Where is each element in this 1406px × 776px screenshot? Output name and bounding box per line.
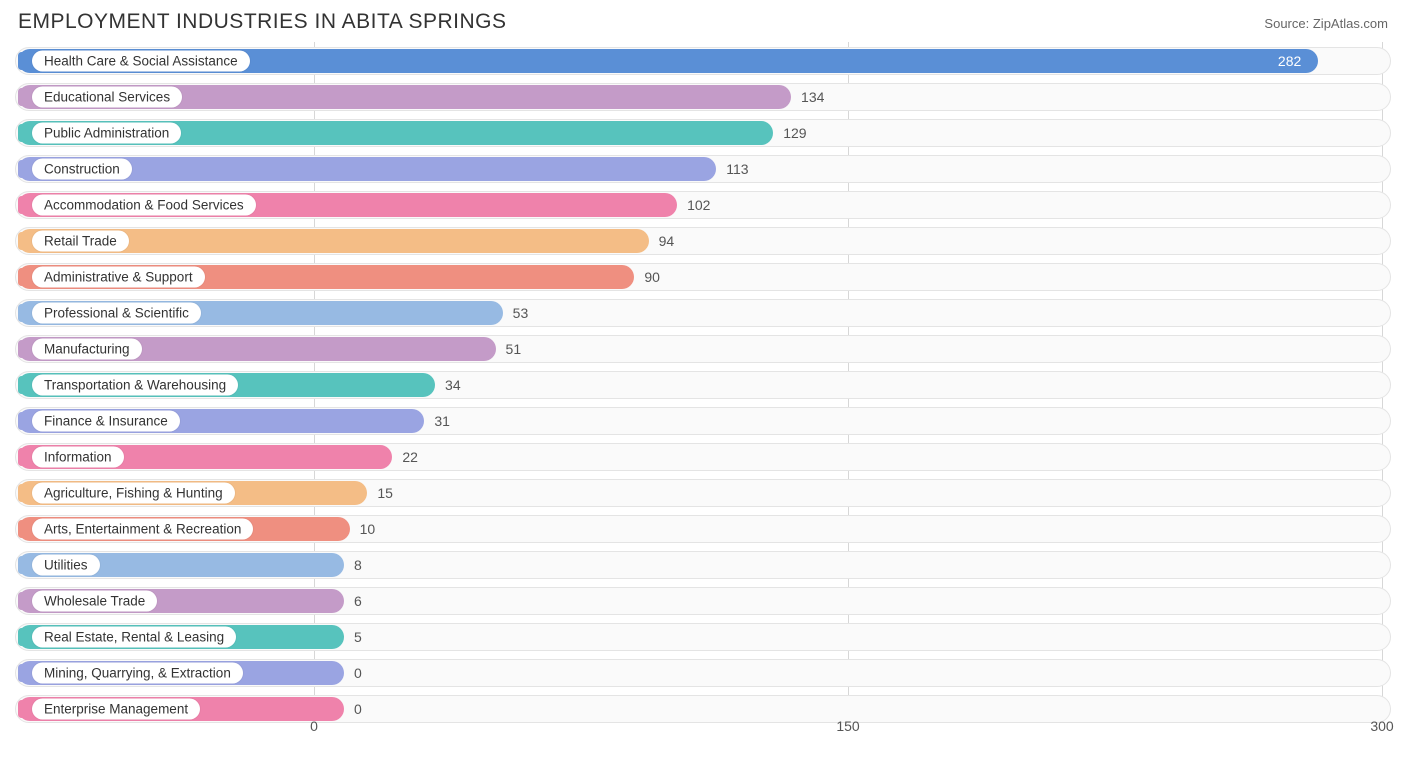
bar-swatch bbox=[18, 556, 25, 574]
bar-swatch bbox=[18, 376, 25, 394]
bar-row: Accommodation & Food Services 102 bbox=[14, 190, 1392, 220]
chart-plot: Health Care & Social Assistance 282 Educat… bbox=[14, 42, 1392, 742]
bar-value: 134 bbox=[801, 89, 824, 105]
bar-label: Arts, Entertainment & Recreation bbox=[32, 519, 253, 540]
chart-bars: Health Care & Social Assistance 282 Educat… bbox=[14, 42, 1392, 724]
chart-source: Source: ZipAtlas.com bbox=[1264, 16, 1388, 31]
bar-row: Utilities 8 bbox=[14, 550, 1392, 580]
chart-container: EMPLOYMENT INDUSTRIES IN ABITA SPRINGS S… bbox=[0, 0, 1406, 776]
bar-value: 5 bbox=[354, 629, 362, 645]
x-tick-label: 300 bbox=[1370, 718, 1393, 734]
bar-row: Transportation & Warehousing 34 bbox=[14, 370, 1392, 400]
bar-swatch bbox=[18, 268, 25, 286]
chart-header: EMPLOYMENT INDUSTRIES IN ABITA SPRINGS S… bbox=[14, 10, 1392, 42]
bar-value: 0 bbox=[354, 665, 362, 681]
bar-row: Health Care & Social Assistance 282 bbox=[14, 46, 1392, 76]
bar-label: Wholesale Trade bbox=[32, 591, 157, 612]
bar-swatch bbox=[18, 232, 25, 250]
bar-value: 94 bbox=[659, 233, 675, 249]
bar-swatch bbox=[18, 412, 25, 430]
bar-value: 22 bbox=[402, 449, 418, 465]
bar-row: Finance & Insurance 31 bbox=[14, 406, 1392, 436]
bar-value: 53 bbox=[513, 305, 529, 321]
bar-label: Transportation & Warehousing bbox=[32, 375, 238, 396]
bar-swatch bbox=[18, 160, 25, 178]
bar-row: Mining, Quarrying, & Extraction 0 bbox=[14, 658, 1392, 688]
bar-label: Agriculture, Fishing & Hunting bbox=[32, 483, 235, 504]
bar-label: Accommodation & Food Services bbox=[32, 195, 256, 216]
bar-label: Educational Services bbox=[32, 87, 182, 108]
bar-value: 0 bbox=[354, 701, 362, 717]
bar-row: Educational Services 134 bbox=[14, 82, 1392, 112]
bar-label: Construction bbox=[32, 159, 132, 180]
bar-label: Manufacturing bbox=[32, 339, 142, 360]
bar-row: Manufacturing 51 bbox=[14, 334, 1392, 364]
bar-value: 90 bbox=[644, 269, 660, 285]
x-tick-label: 150 bbox=[836, 718, 859, 734]
chart-title: EMPLOYMENT INDUSTRIES IN ABITA SPRINGS bbox=[18, 10, 507, 34]
bar-label: Information bbox=[32, 447, 124, 468]
bar-swatch bbox=[18, 484, 25, 502]
bar-swatch bbox=[18, 448, 25, 466]
bar-swatch bbox=[18, 664, 25, 682]
x-tick-label: 0 bbox=[310, 718, 318, 734]
bar-value: 282 bbox=[1278, 53, 1301, 69]
bar-label: Enterprise Management bbox=[32, 699, 200, 720]
bar-value: 6 bbox=[354, 593, 362, 609]
bar-label: Retail Trade bbox=[32, 231, 129, 252]
bar-label: Mining, Quarrying, & Extraction bbox=[32, 663, 243, 684]
bar-swatch bbox=[18, 340, 25, 358]
source-label: Source: bbox=[1264, 16, 1309, 31]
bar-swatch bbox=[18, 124, 25, 142]
bar-row: Wholesale Trade 6 bbox=[14, 586, 1392, 616]
bar-row: Arts, Entertainment & Recreation 10 bbox=[14, 514, 1392, 544]
bar-value: 51 bbox=[506, 341, 522, 357]
bar-swatch bbox=[18, 700, 25, 718]
bar-value: 15 bbox=[377, 485, 393, 501]
bar-value: 102 bbox=[687, 197, 710, 213]
bar-label: Finance & Insurance bbox=[32, 411, 180, 432]
bar-value: 129 bbox=[783, 125, 806, 141]
bar-swatch bbox=[18, 628, 25, 646]
bar-row: Professional & Scientific 53 bbox=[14, 298, 1392, 328]
bar-label: Health Care & Social Assistance bbox=[32, 51, 250, 72]
x-axis: 0 150 300 bbox=[14, 718, 1392, 738]
bar-value: 34 bbox=[445, 377, 461, 393]
bar-swatch bbox=[18, 520, 25, 538]
bar-row: Retail Trade 94 bbox=[14, 226, 1392, 256]
bar-label: Utilities bbox=[32, 555, 100, 576]
bar-value: 10 bbox=[360, 521, 376, 537]
bar-swatch bbox=[18, 304, 25, 322]
bar-row: Public Administration 129 bbox=[14, 118, 1392, 148]
bar-swatch bbox=[18, 52, 25, 70]
bar-row: Administrative & Support 90 bbox=[14, 262, 1392, 292]
source-name: ZipAtlas.com bbox=[1313, 16, 1388, 31]
bar-value: 31 bbox=[434, 413, 450, 429]
bar-value: 113 bbox=[726, 161, 748, 177]
bar-label: Real Estate, Rental & Leasing bbox=[32, 627, 236, 648]
bar-swatch bbox=[18, 592, 25, 610]
bar-value: 8 bbox=[354, 557, 362, 573]
bar-label: Administrative & Support bbox=[32, 267, 205, 288]
bar-swatch bbox=[18, 88, 25, 106]
bar-swatch bbox=[18, 196, 25, 214]
bar-label: Public Administration bbox=[32, 123, 181, 144]
bar-row: Agriculture, Fishing & Hunting 15 bbox=[14, 478, 1392, 508]
bar-row: Information 22 bbox=[14, 442, 1392, 472]
bar-label: Professional & Scientific bbox=[32, 303, 201, 324]
bar-row: Real Estate, Rental & Leasing 5 bbox=[14, 622, 1392, 652]
bar-row: Construction 113 bbox=[14, 154, 1392, 184]
